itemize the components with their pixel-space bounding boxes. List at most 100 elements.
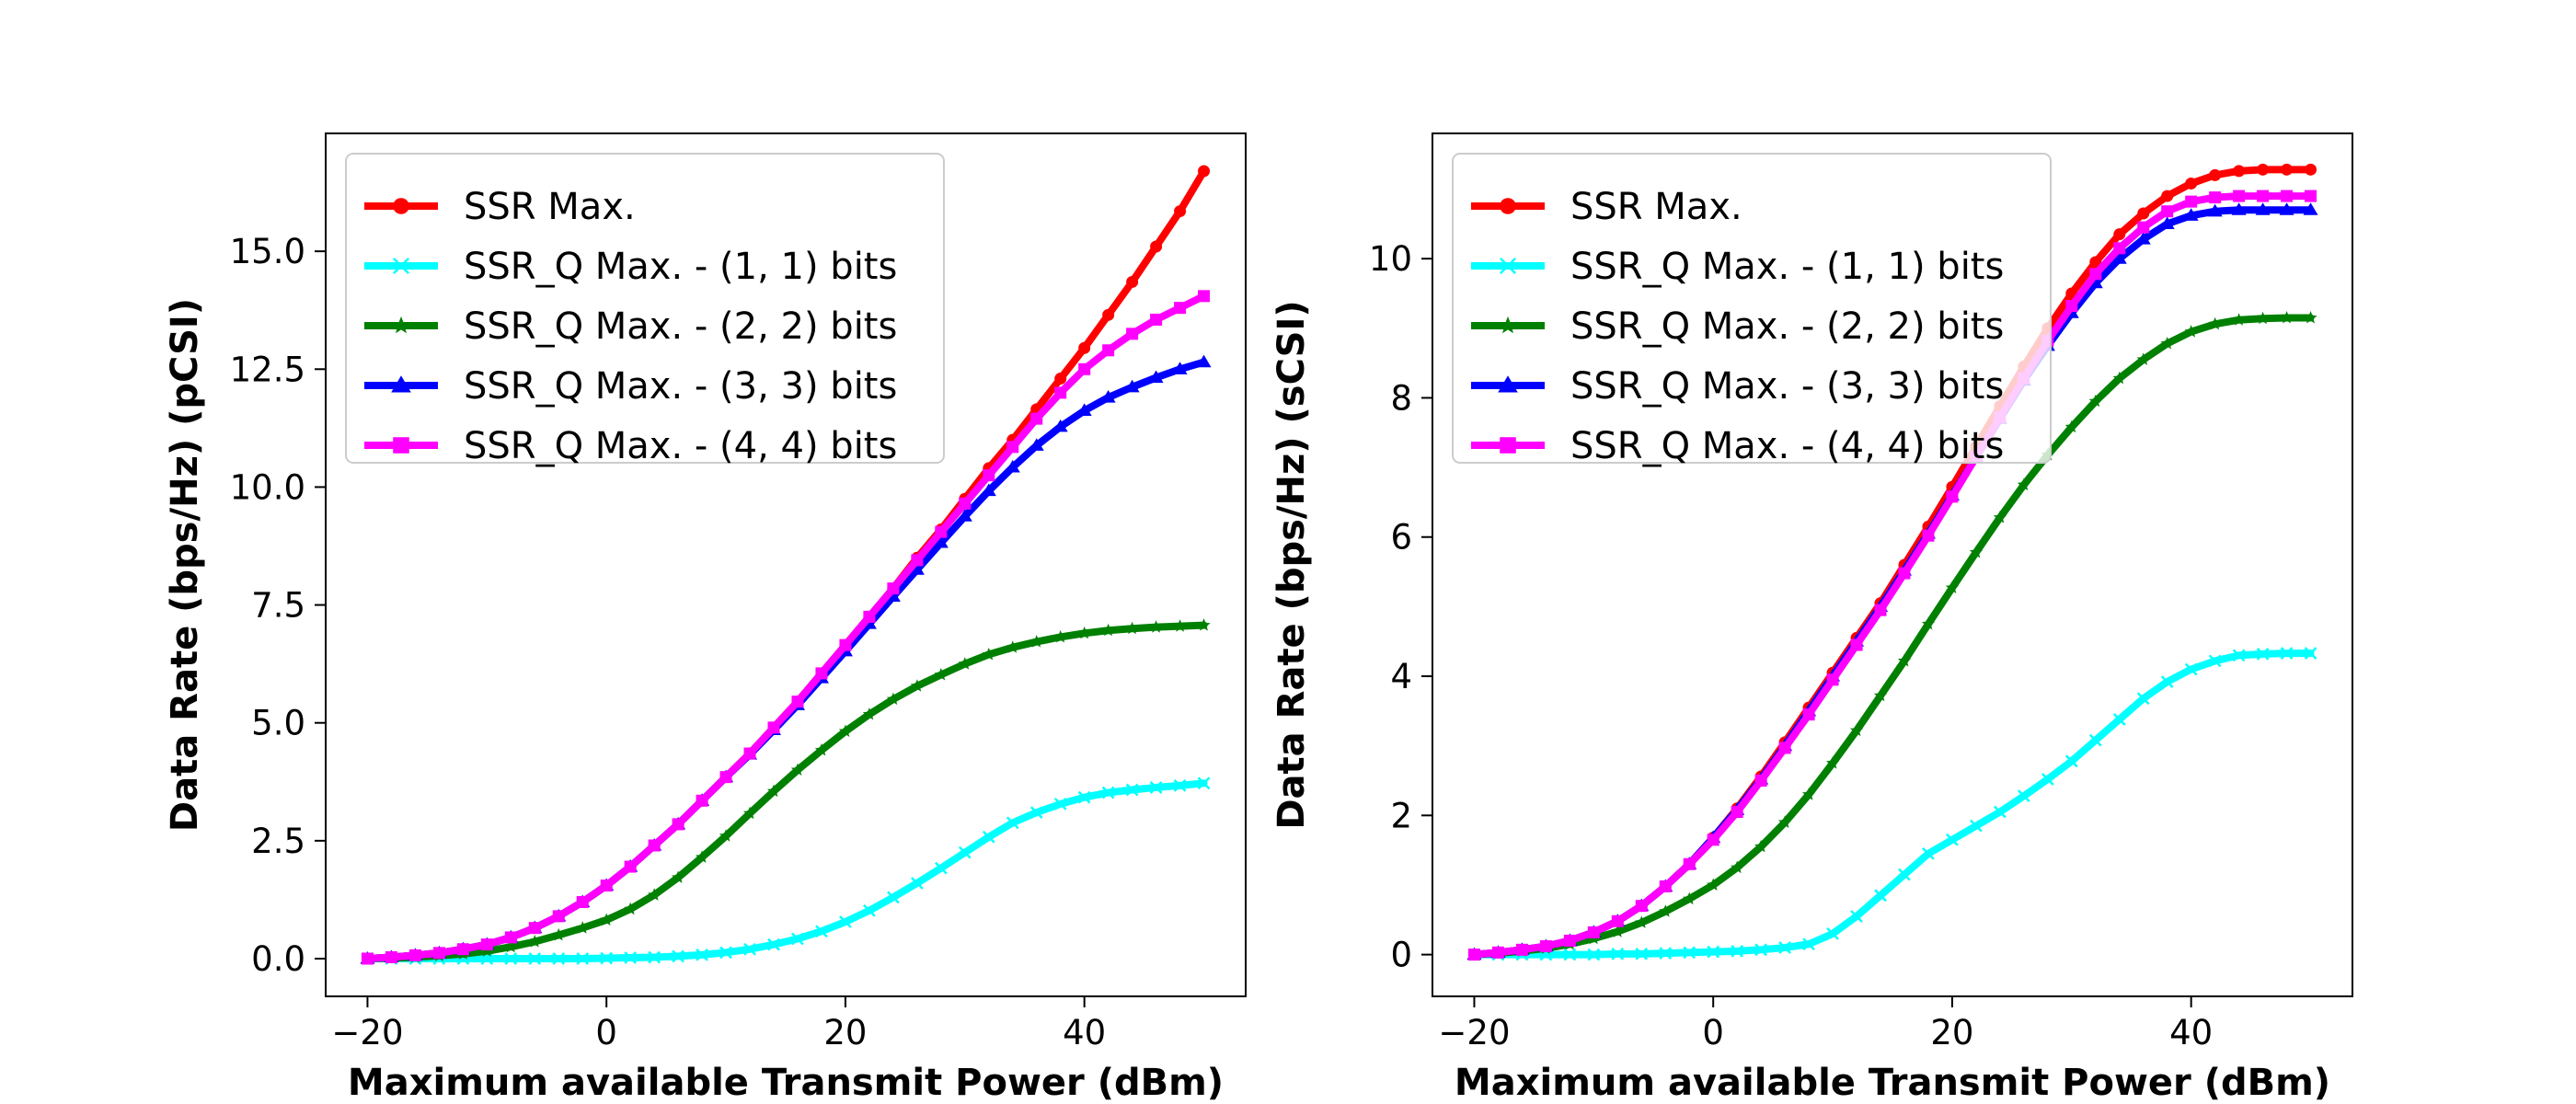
data-point	[432, 947, 445, 960]
data-point	[1778, 941, 1792, 954]
legend-label: SSR_Q Max. - (3, 3) bits	[1570, 365, 2004, 408]
data-point	[1563, 934, 1576, 947]
legend-entry: SSR_Q Max. - (4, 4) bits	[364, 425, 897, 467]
legend-marker	[1499, 316, 1517, 334]
data-point	[935, 525, 948, 538]
data-point	[1874, 604, 1887, 616]
data-point	[2209, 191, 2222, 204]
legend-label: SSR_Q Max. - (4, 4) bits	[1570, 425, 2004, 467]
data-point	[1946, 833, 1959, 846]
data-point	[1053, 797, 1067, 811]
data-point	[408, 949, 421, 961]
data-point	[2232, 649, 2246, 662]
data-point	[2304, 310, 2317, 324]
data-point	[2281, 190, 2294, 202]
data-point	[2305, 190, 2317, 202]
data-point	[1946, 490, 1959, 503]
legend-marker	[1500, 437, 1516, 454]
data-point	[791, 696, 804, 708]
data-point	[1611, 925, 1625, 937]
data-point	[767, 937, 780, 951]
data-point	[2064, 754, 2078, 768]
x-tick-label: 20	[823, 1013, 867, 1052]
data-point	[2159, 216, 2175, 229]
legend-box	[1452, 153, 2052, 464]
data-point	[910, 877, 924, 890]
data-point	[1849, 723, 1864, 737]
data-point	[552, 952, 566, 965]
y-tick-label: 10.0	[230, 467, 305, 507]
data-point	[1922, 529, 1935, 542]
data-point	[2088, 733, 2102, 747]
data-point	[1491, 946, 1504, 959]
data-point	[886, 692, 901, 706]
data-point	[1197, 618, 1211, 631]
data-point	[2112, 371, 2126, 385]
data-point	[1825, 756, 1840, 769]
legend-marker	[393, 198, 409, 214]
data-point	[2137, 207, 2150, 220]
data-point	[790, 763, 805, 776]
data-point	[2136, 352, 2150, 365]
legend-entry: SSR_Q Max. - (2, 2) bits	[364, 305, 897, 348]
data-point	[910, 679, 924, 692]
data-point	[1149, 620, 1163, 633]
series-2	[1467, 647, 2317, 961]
data-point	[863, 610, 876, 623]
data-point	[1897, 653, 1912, 667]
data-point	[672, 949, 685, 963]
legend-label: SSR_Q Max. - (3, 3) bits	[464, 365, 897, 408]
data-point	[1029, 635, 1043, 648]
y-tick-label: 15.0	[230, 232, 305, 271]
data-point	[2280, 310, 2294, 324]
data-point	[815, 667, 828, 680]
data-point	[934, 861, 948, 875]
data-point	[958, 845, 972, 859]
data-point	[2256, 311, 2270, 325]
data-point	[2281, 163, 2294, 176]
data-point	[1054, 386, 1067, 399]
axes-frame	[325, 132, 1247, 997]
data-point	[1707, 945, 1720, 959]
data-point	[2017, 789, 2030, 803]
y-tick-label: 6	[1390, 518, 1412, 558]
legend-entry: SSR Max.	[364, 186, 636, 228]
data-point	[1078, 362, 1091, 375]
data-point	[909, 562, 925, 575]
data-point	[886, 891, 900, 904]
data-point	[2065, 300, 2078, 313]
legend-entry: SSR_Q Max. - (4, 4) bits	[1471, 425, 2004, 467]
data-point	[1030, 412, 1043, 425]
series-3	[361, 618, 1211, 965]
data-point	[2017, 477, 2030, 491]
legend-entry: SSR_Q Max. - (3, 3) bits	[1471, 365, 2004, 408]
data-point	[1053, 629, 1067, 643]
data-point	[1754, 839, 1768, 853]
data-point	[2111, 251, 2127, 264]
data-point	[1801, 788, 1816, 800]
chart-panel-2: −20 0 20 40 0 2 4 6 8 10 Maximum available Transmi…	[1271, 132, 2353, 1104]
data-point	[2064, 420, 2078, 433]
data-point	[814, 742, 829, 756]
data-point	[2207, 203, 2223, 217]
data-point	[528, 935, 542, 948]
data-point	[2112, 713, 2126, 726]
data-point	[766, 784, 781, 798]
data-point	[982, 830, 995, 844]
data-point	[1707, 834, 1719, 846]
data-point	[2255, 202, 2271, 215]
data-point	[1873, 688, 1888, 702]
data-point	[648, 950, 661, 964]
legend-marker	[1500, 258, 1516, 274]
data-point	[815, 925, 828, 938]
data-point	[791, 932, 804, 946]
series-5	[361, 290, 1211, 965]
data-point	[504, 952, 518, 965]
data-point	[1198, 290, 1211, 303]
data-point	[1126, 328, 1139, 340]
x-tick-label: 40	[2169, 1013, 2213, 1052]
data-point	[480, 938, 493, 951]
data-point	[742, 806, 757, 820]
legend-label: SSR_Q Max. - (4, 4) bits	[464, 425, 897, 467]
